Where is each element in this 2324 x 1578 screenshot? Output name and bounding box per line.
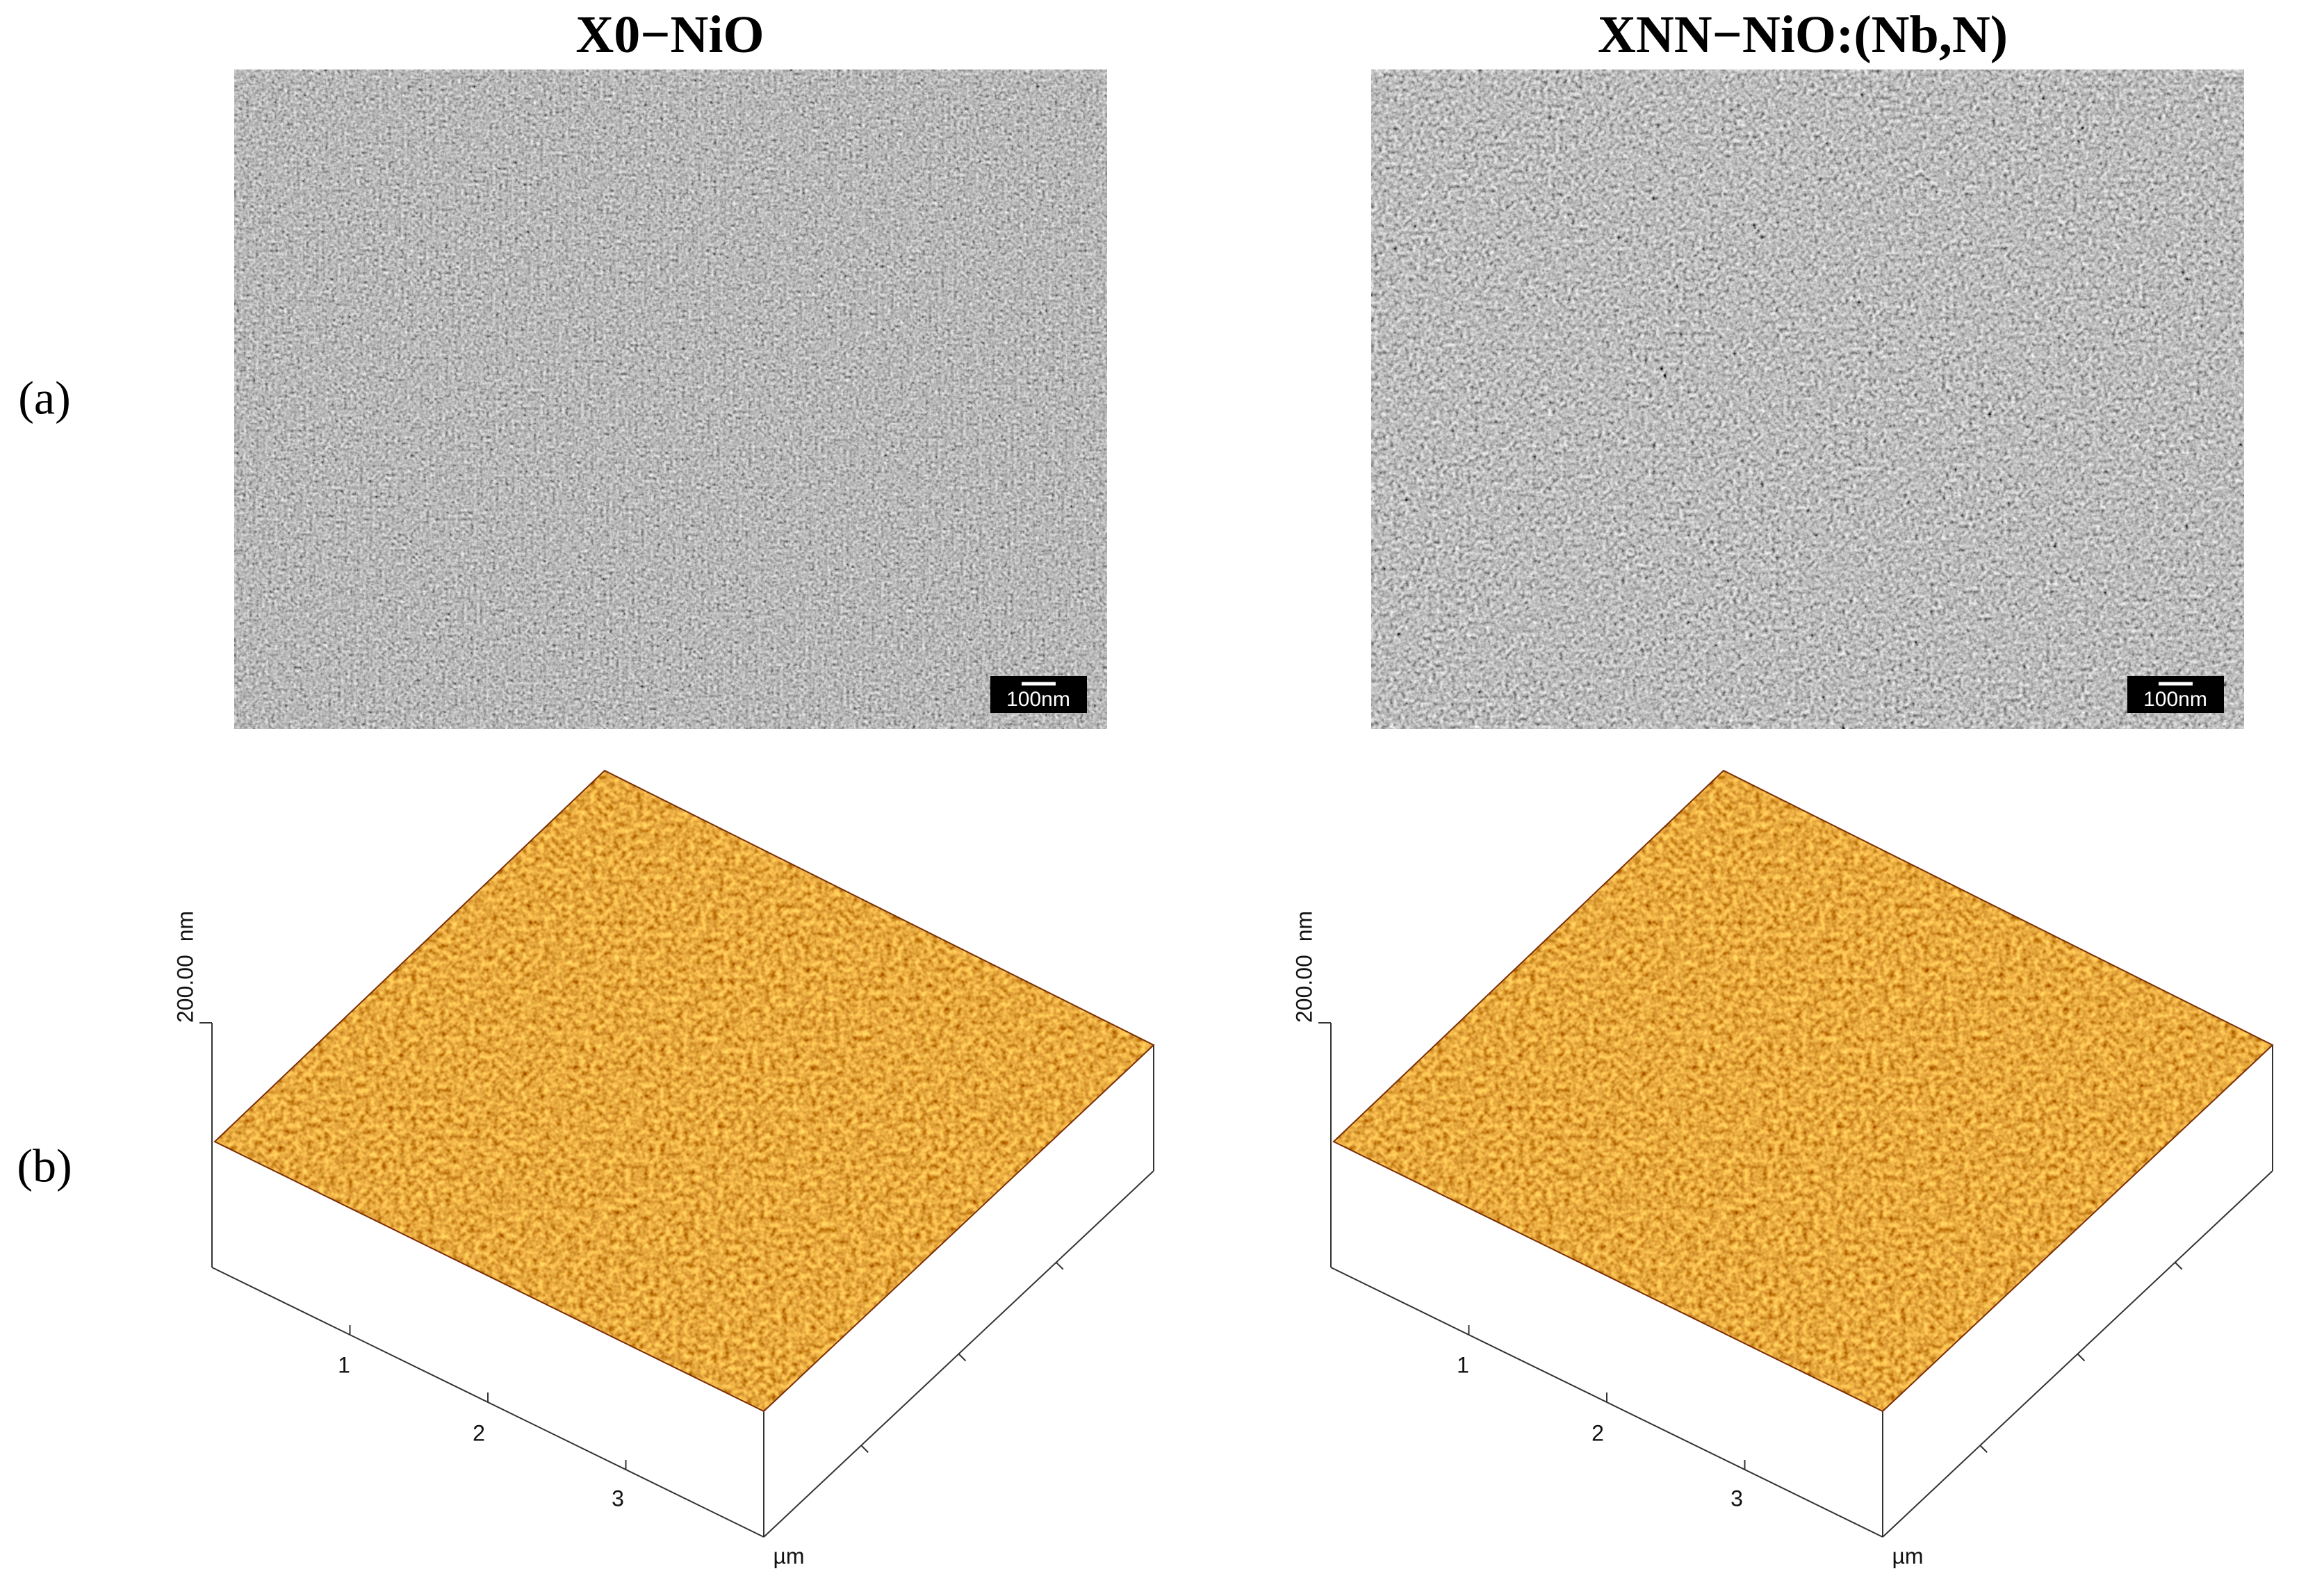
axis-tick: [2175, 1262, 2183, 1270]
afm-surface: [1334, 771, 2273, 1411]
axis-tick: [958, 1353, 967, 1362]
x-tick-label: 3: [1730, 1486, 1743, 1511]
axis-tick: [2077, 1353, 2086, 1362]
xy-unit: µm: [773, 1543, 804, 1568]
scale-bar-label: 100nm: [2143, 688, 2207, 711]
x-tick-label: 1: [1457, 1352, 1469, 1377]
x-tick-label: 2: [473, 1420, 485, 1445]
sem-texture: [1371, 69, 2244, 729]
sem-image: 100nm: [1371, 69, 2244, 729]
scale-bar-label: 100nm: [1006, 688, 1070, 711]
axis-tick: [1979, 1445, 1988, 1453]
z-label: 200.00: [172, 955, 197, 1023]
layout: (a) (b) X0−NiO 100nm 1 2 3 200.00 nm µm XNN−NiO:(N…: [17, 6, 2274, 1568]
z-unit: nm: [1291, 911, 1316, 942]
column-title: X0−NiO: [575, 6, 764, 64]
afm-plot: 1 2 3 200.00 nm µm: [172, 769, 1155, 1568]
afm-surface: [215, 771, 1154, 1411]
xy-unit: µm: [1892, 1543, 1923, 1568]
afm-edge: [213, 769, 1155, 1413]
afm-plot: 1 2 3 200.00 nm µm: [1291, 769, 2274, 1568]
x-tick-label: 1: [338, 1352, 350, 1377]
z-unit: nm: [172, 911, 197, 942]
afm-edge: [1332, 769, 2274, 1413]
x-tick-label: 3: [612, 1486, 624, 1511]
column-title: XNN−NiO:(Nb,N): [1598, 6, 2008, 64]
z-label: 200.00: [1291, 955, 1316, 1023]
axis-tick: [860, 1445, 869, 1453]
row-label: (a): [18, 372, 70, 425]
sem-texture: [234, 69, 1107, 729]
axis-tick: [1056, 1262, 1064, 1270]
x-tick-label: 2: [1591, 1420, 1604, 1445]
row-label: (b): [17, 1140, 72, 1192]
sem-image: 100nm: [234, 69, 1107, 729]
